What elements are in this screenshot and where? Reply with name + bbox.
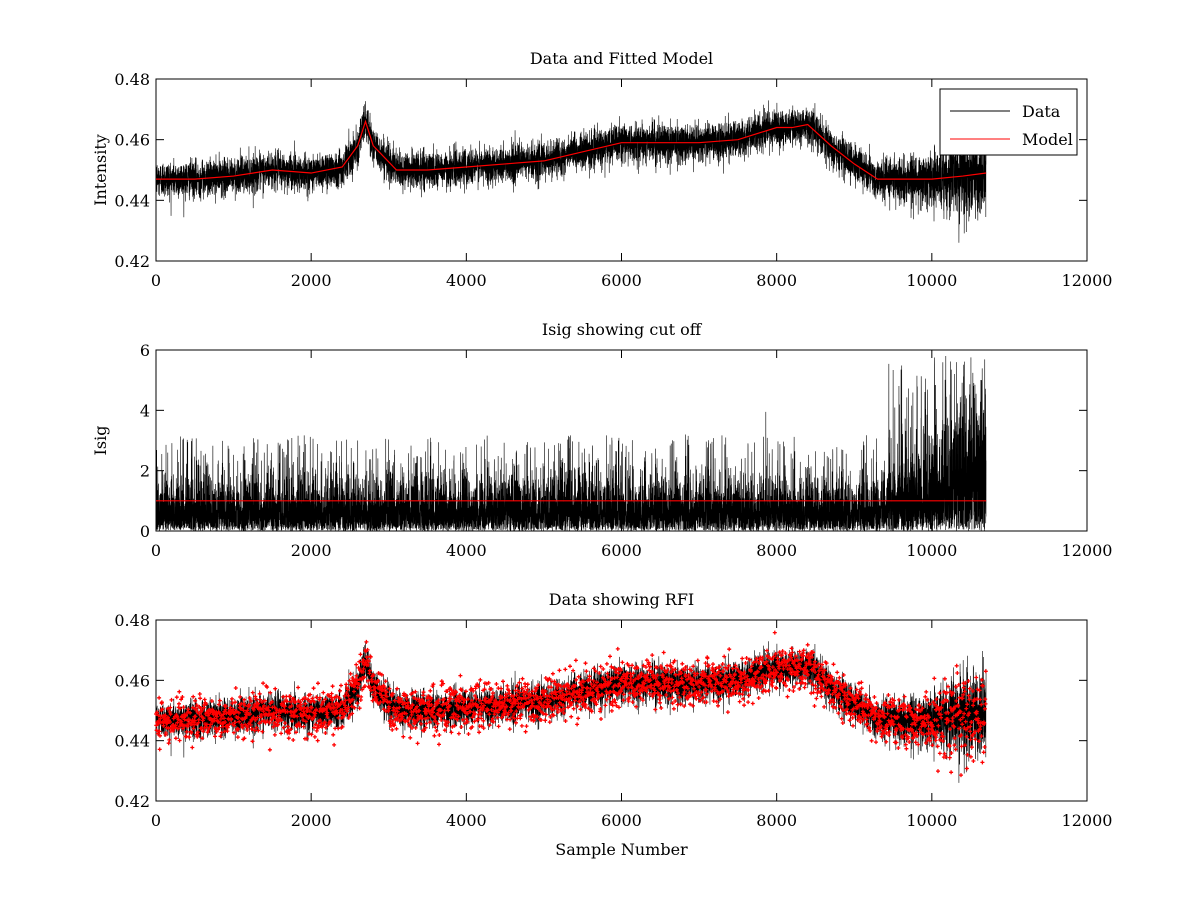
y-tick-label: 0.44: [114, 191, 150, 210]
y-axis-label: Isig: [91, 426, 110, 456]
x-tick-label: 8000: [756, 811, 797, 830]
x-tick-label: 10000: [906, 811, 957, 830]
x-tick-label: 2000: [291, 541, 332, 560]
y-tick-label: 0.48: [114, 611, 150, 630]
x-tick-label: 2000: [291, 271, 332, 290]
chart-title: Isig showing cut off: [542, 320, 703, 339]
y-tick-label: 4: [140, 401, 150, 420]
x-tick-label: 4000: [446, 811, 487, 830]
x-tick-label: 10000: [906, 271, 957, 290]
chart-title: Data and Fitted Model: [530, 49, 713, 68]
y-tick-label: 0.48: [114, 70, 150, 89]
x-tick-label: 0: [151, 811, 161, 830]
subplot-1: 0 2000 4000 6000 8000 10000 12000 0.42 0.44 0.46 0…: [91, 49, 1112, 290]
legend: Data Model: [939, 88, 1078, 156]
x-tick-label: 0: [151, 271, 161, 290]
plot-area: [154, 630, 988, 783]
plot-area: [155, 100, 987, 243]
y-axis-label: Intensity: [91, 134, 110, 206]
y-tick-label: 0.44: [114, 732, 150, 751]
y-tick-label: 0.46: [114, 131, 150, 150]
subplot-2: 0 2000 4000 6000 8000 10000 12000 0 2 4 6 Isig show…: [91, 320, 1112, 560]
x-tick-label: 2000: [291, 811, 332, 830]
y-tick-label: 2: [140, 462, 150, 481]
y-tick-label: 0.46: [114, 671, 150, 690]
subplot-3: 0 2000 4000 6000 8000 10000 12000 0.42 0.44 0.46 0…: [114, 590, 1112, 859]
chart-title: Data showing RFI: [549, 590, 694, 609]
legend-label: Model: [1022, 130, 1073, 149]
series-isig-line: [155, 356, 987, 532]
plot-area: [155, 356, 987, 532]
x-tick-label: 6000: [601, 811, 642, 830]
x-tick-label: 4000: [446, 271, 487, 290]
x-tick-label: 8000: [756, 271, 797, 290]
x-tick-label: 4000: [446, 541, 487, 560]
x-tick-label: 8000: [756, 541, 797, 560]
series-rfi-markers: [154, 630, 988, 778]
x-tick-label: 12000: [1062, 271, 1113, 290]
x-axis-label: Sample Number: [555, 840, 688, 859]
y-tick-label: 6: [140, 341, 150, 360]
x-tick-label: 6000: [601, 271, 642, 290]
legend-label: Data: [1022, 102, 1061, 121]
x-tick-label: 6000: [601, 541, 642, 560]
y-tick-label: 0: [140, 522, 150, 541]
legend-box: [939, 88, 1078, 156]
x-tick-label: 12000: [1062, 811, 1113, 830]
series-model-line: [156, 119, 987, 180]
x-tick-label: 10000: [906, 541, 957, 560]
y-tick-label: 0.42: [114, 252, 150, 271]
x-tick-label: 12000: [1062, 541, 1113, 560]
x-tick-label: 0: [151, 541, 161, 560]
y-tick-label: 0.42: [114, 792, 150, 811]
